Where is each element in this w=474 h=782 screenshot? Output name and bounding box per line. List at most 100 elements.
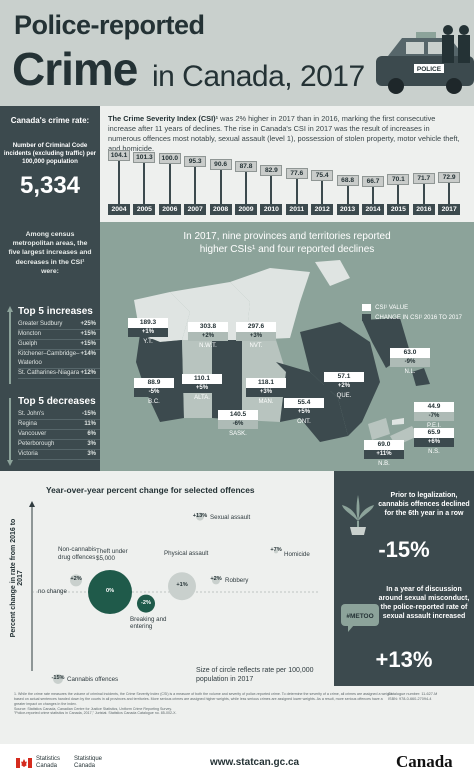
- province-csi-change: -5%: [134, 388, 174, 397]
- csi-year-label: 2014: [362, 204, 384, 215]
- csi-stem: [143, 162, 146, 204]
- decreases-name: St. John's: [18, 411, 45, 417]
- province-csi-change: +5%: [284, 408, 324, 417]
- csi-value-label: 95.3: [184, 156, 207, 168]
- csi-stem: [422, 183, 425, 204]
- province-csi-value: 140.5: [218, 410, 258, 420]
- footnote-source: Source: Statistics Canada, Canadian Cent…: [14, 706, 172, 711]
- bubble-homicide: [274, 549, 278, 554]
- bubble-name-label: Breaking and entering: [130, 615, 167, 631]
- province-code: SASK.: [229, 431, 247, 437]
- decreases-name: Victoria: [18, 451, 38, 457]
- cannabis-value: -15%: [378, 537, 430, 562]
- province-box: 63.0 -9% N.L.: [390, 348, 430, 375]
- csi-stem: [295, 179, 298, 204]
- legend-csi-change: CHANGE IN CSI¹ 2016 TO 2017: [375, 314, 462, 321]
- bubble-name-label: Cannabis offences: [67, 676, 119, 683]
- svg-text:POLICE: POLICE: [417, 66, 442, 73]
- footnote-1: 1. While the crime rate measures the vol…: [14, 692, 392, 706]
- csi-stem: [118, 161, 120, 204]
- csi-stem: [372, 187, 374, 204]
- bubble-physical-assault: [168, 572, 196, 601]
- statcan-logo: Statistics Canada Statistique Canada: [16, 756, 112, 770]
- bubble-chart-title: Year-over-year percent change for select…: [46, 485, 255, 495]
- bubble-name-label: Robbery: [225, 577, 249, 585]
- header: Police-reported Crime in Canada, 2017 PO…: [0, 0, 474, 106]
- crime-rate-value: 5,334: [19, 172, 81, 199]
- bottom-bar: Statistics Canada Statistique Canada www…: [0, 744, 474, 782]
- bubble-robbery: [212, 576, 220, 585]
- left-column: Canada's crime rate: Number of Criminal …: [0, 106, 100, 471]
- province-box: 297.6 +3% NVT.: [236, 322, 276, 349]
- province-code: NVT.: [249, 343, 263, 349]
- province-csi-change: -7%: [414, 412, 454, 421]
- map-newfoundland-island: [412, 368, 430, 386]
- map-section: In 2017, nine provinces and territories …: [100, 222, 474, 471]
- province-box: 303.8 +2% N.W.T.: [188, 322, 228, 349]
- bubble-name-label: Physical assault: [164, 550, 209, 558]
- province-code: N.W.T.: [199, 343, 217, 349]
- province-csi-value: 297.6: [236, 322, 276, 332]
- increases-row: St. Catharines-Niagara +12%: [18, 369, 100, 379]
- csi-stem: [270, 175, 273, 204]
- map-arctic-island: [315, 260, 350, 286]
- province-csi-change: +3%: [236, 332, 276, 341]
- increases-row: Guelph +15%: [18, 340, 100, 350]
- province-csi-change: -9%: [390, 358, 430, 367]
- increases-name: Moncton: [18, 331, 42, 337]
- csi-value-label: 104.1: [108, 150, 130, 161]
- csi-section: The Crime Severity Index (CSI)¹ was 2% h…: [100, 106, 474, 222]
- crime-rate-label: Canada's crime rate:: [10, 116, 90, 125]
- csi-stem: [397, 184, 400, 204]
- province-csi-change: +3%: [246, 388, 286, 397]
- bubble-pct-label: -2%: [141, 599, 151, 606]
- statcan-url[interactable]: www.statcan.gc.ca: [210, 757, 300, 768]
- canada-flag-icon: [16, 758, 32, 769]
- crime-rate-description: Number of Criminal Code incidents (exclu…: [3, 142, 97, 166]
- footnotes: 1. While the crime rate measures the vol…: [14, 692, 394, 716]
- province-code: MAN.: [258, 399, 274, 405]
- census-label: Among census metropolitan areas, the fiv…: [8, 231, 92, 275]
- isbn: ISBN: 978-0-660-27094-4: [388, 696, 432, 701]
- map-pei: [392, 418, 404, 425]
- bubble-pct-label: -15%: [51, 675, 65, 681]
- csi-year-label: 2011: [285, 204, 308, 215]
- csi-value-label: 77.6: [285, 168, 308, 180]
- bubble-pct-label: 0%: [105, 588, 115, 594]
- province-code: Y.T.: [143, 339, 153, 345]
- province-csi-value: 55.4: [284, 398, 324, 408]
- decreases-title: Top 5 decreases: [18, 396, 96, 407]
- decreases-name: Vancouver: [18, 431, 47, 437]
- csi-year-label: 2010: [260, 204, 283, 215]
- csi-value-label: 87.8: [235, 161, 257, 173]
- catalogue-info: Catalogue number: 11-627-M ISBN: 978-0-6…: [388, 692, 468, 702]
- province-csi-value: 57.1: [324, 372, 364, 382]
- increases-value: +15%: [80, 331, 96, 337]
- csi-year-label: 2008: [209, 204, 232, 215]
- province-code: ALTA.: [194, 395, 210, 401]
- decreases-row: Victoria 3%: [18, 450, 100, 460]
- decreases-name: Peterborough: [18, 441, 55, 447]
- bubble-non-cannabis-drug-offences: [70, 574, 82, 587]
- csi-description-rest: was 2% higher in 2017 than in 2016, mark…: [108, 114, 460, 153]
- bubble-no-change-label: no change: [38, 588, 67, 595]
- csi-year-label: 2012: [311, 204, 334, 215]
- province-csi-value: 44.9: [414, 402, 454, 412]
- province-csi-change: +6%: [414, 438, 454, 447]
- csi-year-label: 2016: [412, 204, 435, 215]
- province-csi-change: -6%: [218, 420, 258, 429]
- province-csi-value: 65.9: [414, 428, 454, 438]
- csi-year-label: 2013: [336, 204, 359, 215]
- cannabis-leaf-icon: [342, 495, 374, 535]
- canada-wordmark: Canada: [396, 752, 453, 771]
- arrow-down-icon: [7, 398, 13, 466]
- increases-row: Greater Sudbury +25%: [18, 320, 100, 330]
- sexual-assault-value: +13%: [375, 647, 433, 672]
- province-csi-change: +5%: [182, 384, 222, 393]
- map-title-line1: In 2017, nine provinces and territories …: [183, 231, 391, 242]
- bubble-sexual-assault: [196, 512, 204, 521]
- csi-value-label: 66.7: [362, 176, 384, 187]
- decreases-value: -15%: [81, 411, 96, 417]
- bubble-name-label: Non-cannabis drug offences: [58, 546, 97, 561]
- top-decreases-list: Top 5 decreases St. John's -15% Regina 11% V…: [8, 396, 100, 460]
